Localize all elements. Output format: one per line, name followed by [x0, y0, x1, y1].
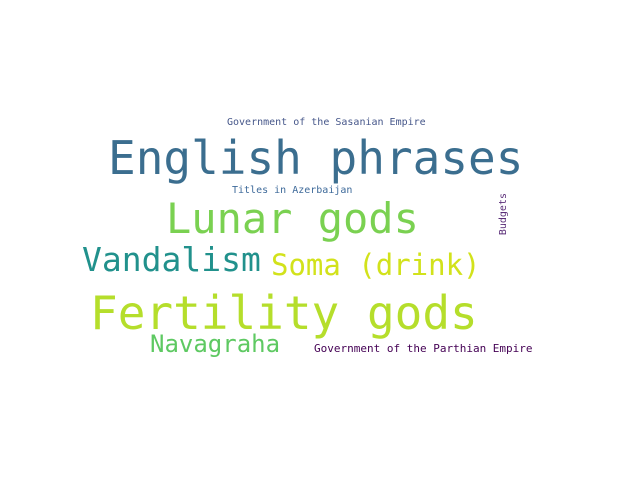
word-english-phrases: English phrases — [108, 131, 524, 185]
word-vandalism: Vandalism — [82, 240, 261, 279]
word-budgets: Budgets — [498, 193, 509, 236]
word-navagraha: Navagraha — [150, 330, 281, 358]
word-parthian-government: Government of the Parthian Empire — [314, 342, 533, 355]
word-fertility-gods: Fertility gods — [90, 286, 478, 340]
word-titles-azerbaijan: Titles in Azerbaijan — [232, 185, 353, 196]
word-soma-drink: Soma (drink) — [271, 248, 481, 282]
word-lunar-gods: Lunar gods — [166, 194, 419, 243]
word-sasanian-government: Government of the Sasanian Empire — [227, 117, 426, 128]
